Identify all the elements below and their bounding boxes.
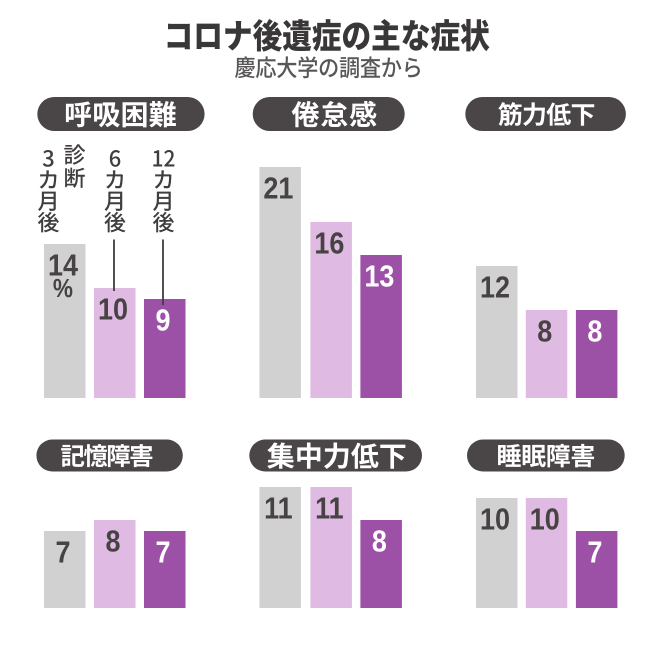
svg-text:10: 10 bbox=[530, 503, 560, 537]
svg-text:10: 10 bbox=[480, 503, 510, 537]
svg-text:10: 10 bbox=[98, 293, 128, 327]
svg-text:8: 8 bbox=[587, 315, 602, 349]
svg-text:7: 7 bbox=[587, 536, 602, 570]
svg-text:7: 7 bbox=[155, 536, 170, 570]
svg-text:11: 11 bbox=[315, 492, 344, 526]
svg-text:%: % bbox=[53, 275, 73, 304]
svg-text:8: 8 bbox=[372, 525, 387, 559]
svg-text:11: 11 bbox=[264, 492, 293, 526]
svg-text:13: 13 bbox=[364, 260, 394, 294]
svg-text:21: 21 bbox=[263, 172, 293, 206]
svg-text:14: 14 bbox=[48, 249, 78, 283]
svg-text:8: 8 bbox=[537, 315, 552, 349]
svg-text:12: 12 bbox=[480, 271, 510, 305]
svg-text:8: 8 bbox=[105, 525, 120, 559]
svg-text:9: 9 bbox=[155, 304, 170, 338]
svg-text:16: 16 bbox=[314, 227, 344, 261]
svg-text:7: 7 bbox=[55, 536, 70, 570]
